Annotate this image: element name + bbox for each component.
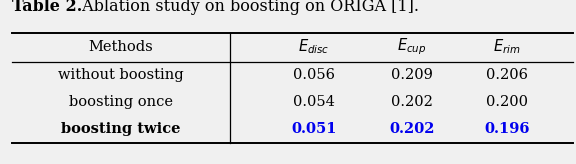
Text: without boosting: without boosting — [58, 68, 184, 82]
Text: Table 2.: Table 2. — [12, 0, 82, 15]
Text: 0.202: 0.202 — [391, 95, 433, 109]
Text: 0.202: 0.202 — [389, 122, 434, 136]
Text: 0.051: 0.051 — [291, 122, 336, 136]
Text: 0.200: 0.200 — [486, 95, 528, 109]
Text: 0.209: 0.209 — [391, 68, 433, 82]
Text: 0.056: 0.056 — [293, 68, 335, 82]
Text: boosting twice: boosting twice — [61, 122, 181, 136]
Text: Methods: Methods — [89, 40, 153, 54]
Text: $E_{cup}$: $E_{cup}$ — [397, 37, 427, 57]
Text: $E_{disc}$: $E_{disc}$ — [298, 38, 329, 57]
Text: $E_{rim}$: $E_{rim}$ — [493, 38, 521, 57]
Text: 0.206: 0.206 — [486, 68, 528, 82]
Text: boosting once: boosting once — [69, 95, 173, 109]
Text: Ablation study on boosting on ORIGA [1].: Ablation study on boosting on ORIGA [1]. — [77, 0, 419, 15]
Text: 0.196: 0.196 — [484, 122, 529, 136]
Text: 0.054: 0.054 — [293, 95, 335, 109]
